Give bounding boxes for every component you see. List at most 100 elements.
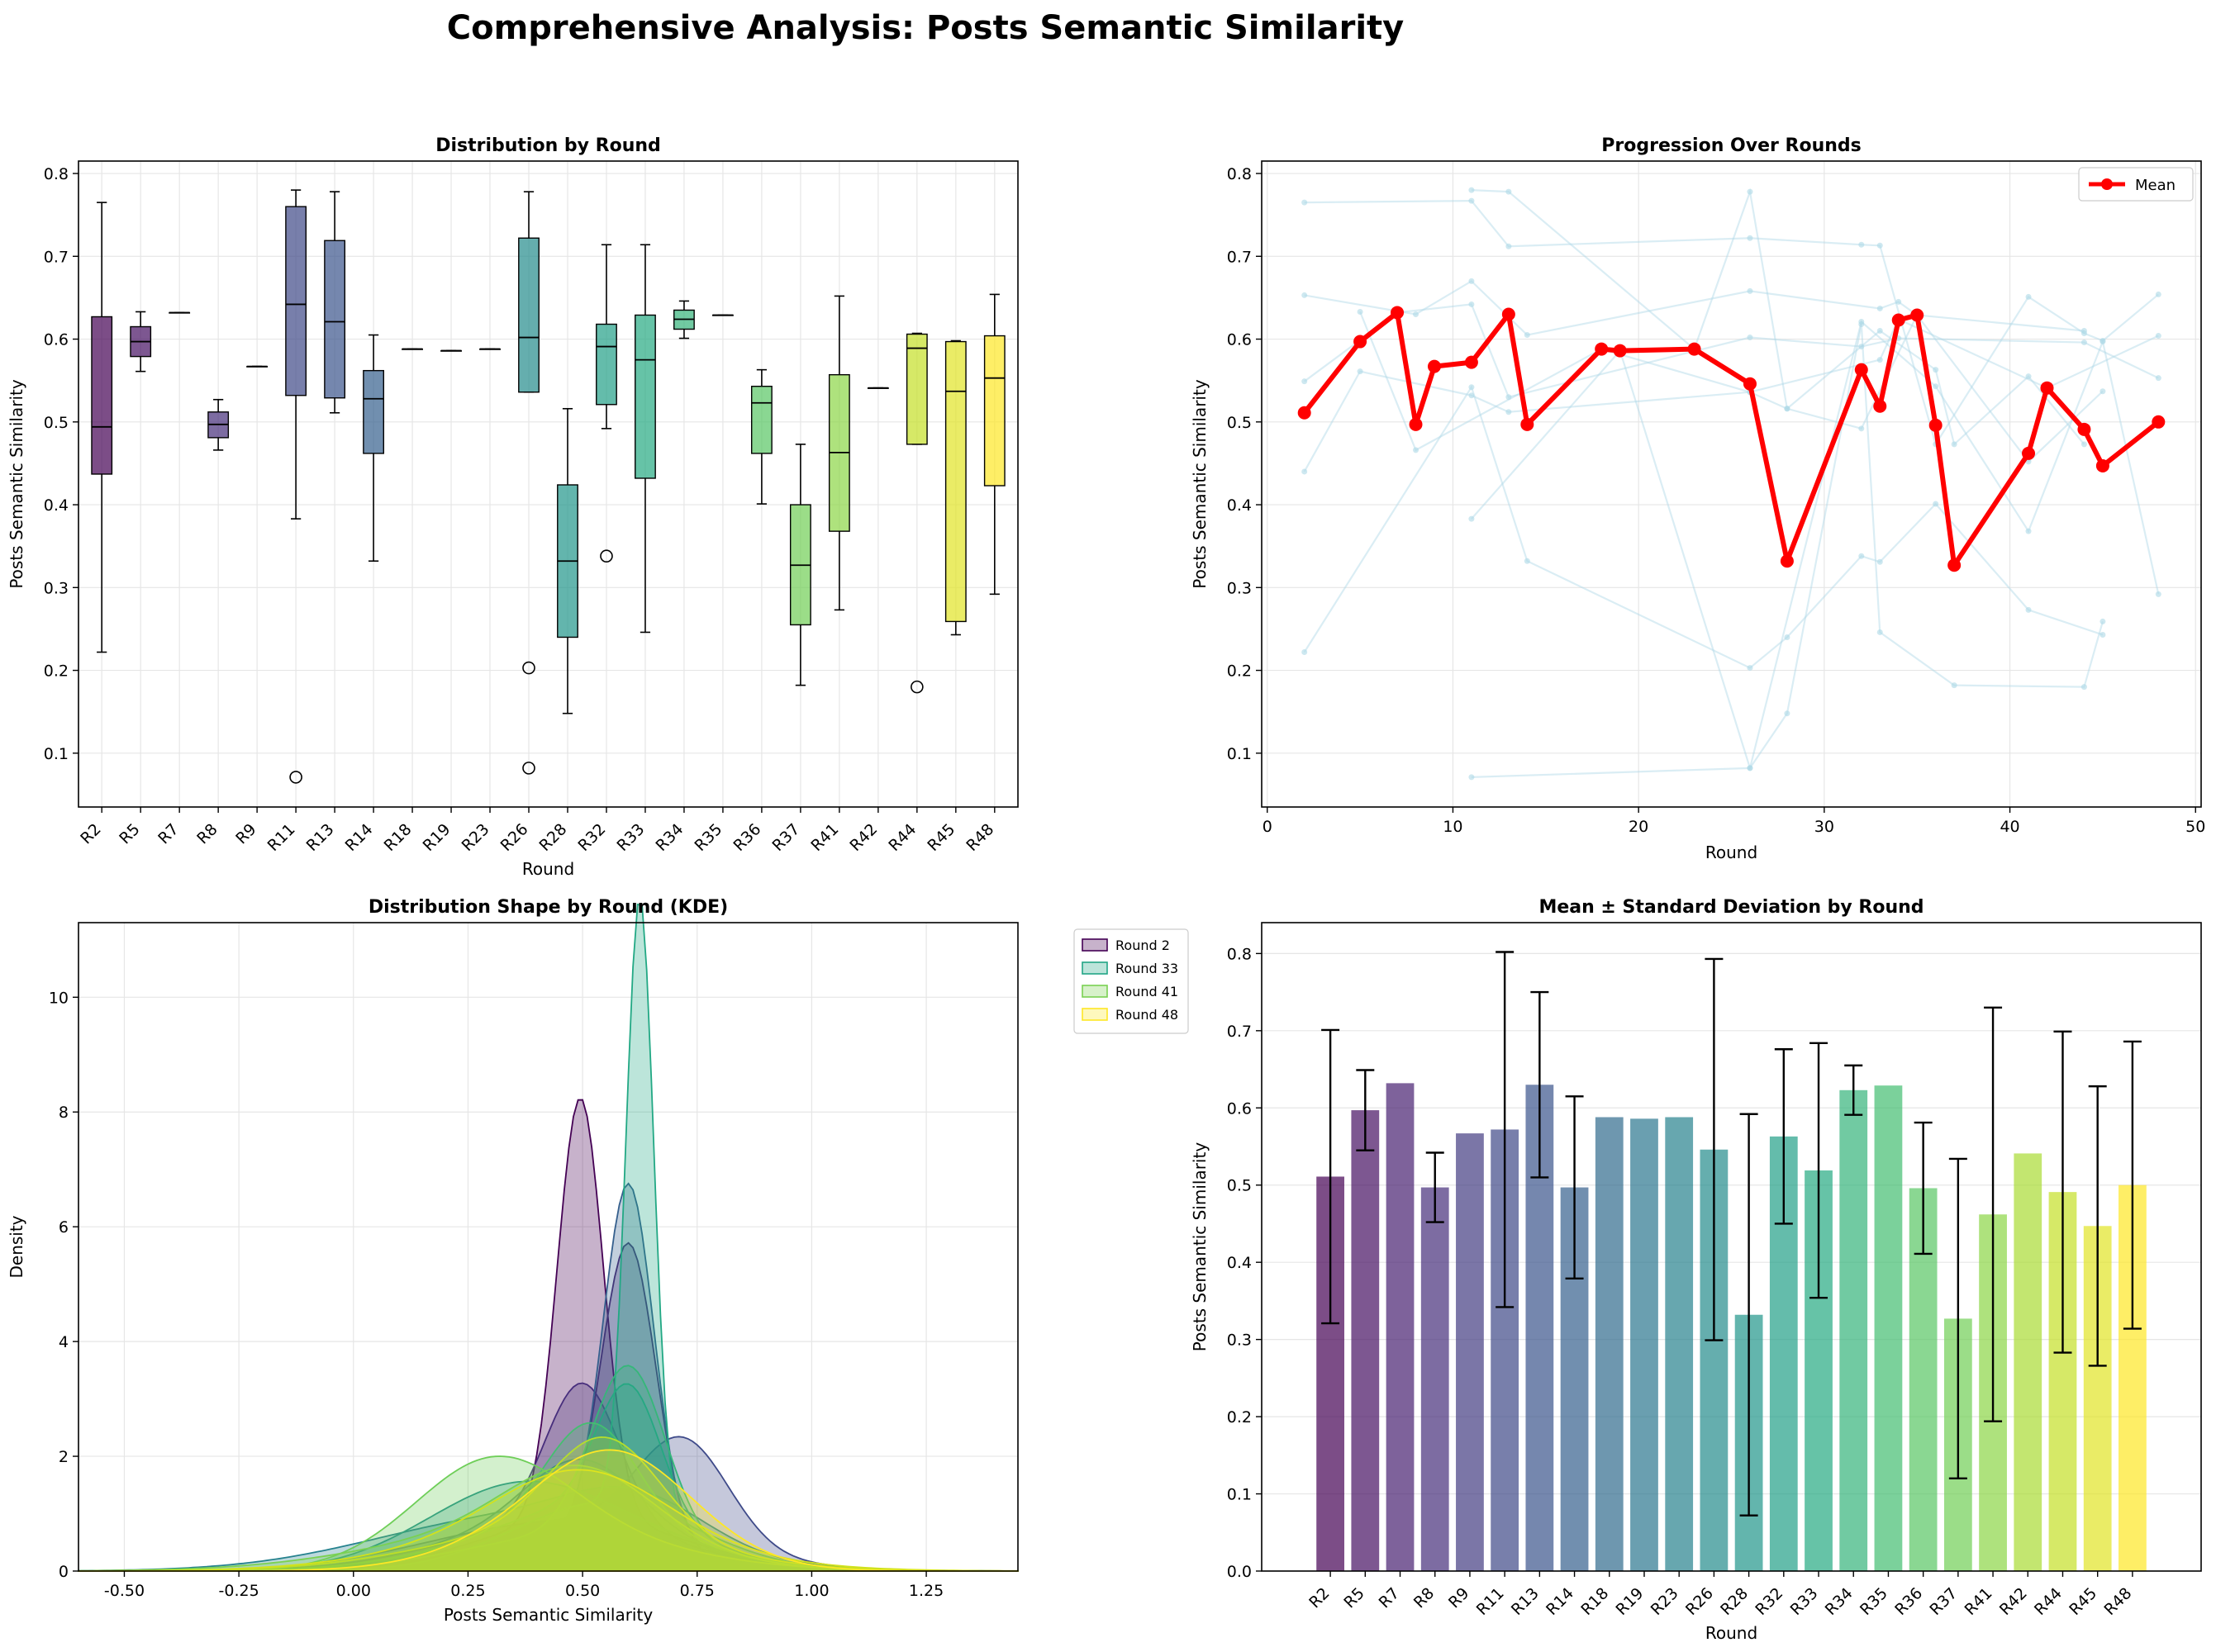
mean-bar <box>1665 1117 1694 1571</box>
individual-point <box>1468 774 1475 781</box>
individual-line <box>1304 279 2085 336</box>
individual-point <box>1933 501 1939 507</box>
boxplot-xtick-label: R41 <box>807 820 842 855</box>
box-outlier <box>600 549 613 563</box>
individual-line <box>1304 303 2159 399</box>
mean-std-xtick-label: R26 <box>1682 1584 1717 1619</box>
kde-ticks: 0 2 4 6 8 10 -0.50 -0.25 0.00 0.25 0.50 0.75 1.00 1.2… <box>49 989 944 1600</box>
progression-xtick-label: 20 <box>1629 818 1648 836</box>
mean-point <box>1391 306 1405 320</box>
individual-point <box>1413 311 1419 317</box>
individual-point <box>2080 339 2087 346</box>
boxplot-xtick-label: R32 <box>575 820 610 855</box>
individual-point <box>1505 188 1512 195</box>
mean-point <box>1409 417 1423 431</box>
box-rect <box>91 316 113 475</box>
mean-bar <box>1386 1083 1415 1571</box>
boxplot-boxes <box>91 189 1006 784</box>
boxplot-xtick-label: R45 <box>924 820 958 855</box>
mean-point <box>1687 342 1701 356</box>
boxplot-ytick-label: 0.1 <box>44 745 69 763</box>
individual-point <box>1876 357 1883 363</box>
box-outlier <box>522 661 535 675</box>
individual-point <box>1505 394 1512 401</box>
boxplot-xtick-label: R19 <box>420 820 454 855</box>
box-outlier <box>289 771 302 784</box>
individual-point <box>1858 425 1865 432</box>
individual-point <box>1468 187 1475 193</box>
individual-point <box>1876 305 1883 311</box>
mean-std-ytick-label: 0.0 <box>1227 1563 1252 1581</box>
individual-point <box>2099 618 2106 624</box>
individual-line <box>1303 385 2104 669</box>
box-rect <box>983 335 1006 487</box>
individual-line <box>1304 200 2160 447</box>
mean-std-xtick-label: R14 <box>1543 1584 1577 1619</box>
mean-std-xtick-label: R33 <box>1787 1584 1822 1619</box>
boxplot-ytick-label: 0.6 <box>44 331 69 349</box>
progression-ytick-label: 0.5 <box>1227 414 1252 432</box>
mean-point <box>1501 307 1515 321</box>
mean-bar <box>1630 1118 1658 1571</box>
individual-point <box>1505 243 1512 249</box>
kde-xtick-label: -0.25 <box>219 1582 259 1600</box>
kde-legend-label: Round 48 <box>1115 1007 1178 1023</box>
mean-bar <box>2014 1153 2042 1571</box>
progression-ytick-label: 0.4 <box>1227 496 1252 515</box>
mean-point <box>1595 342 1609 356</box>
boxplot-title: Distribution by Round <box>435 135 661 156</box>
box-rect <box>518 237 540 393</box>
box-rect <box>596 323 617 406</box>
individual-point <box>1933 383 1939 390</box>
progression-ticks: 0.1 0.2 0.3 0.4 0.5 0.6 0.7 0.8 0 10 20 30 40 50 <box>1227 165 2206 836</box>
individual-point <box>1876 629 1883 635</box>
mean-std-title: Mean ± Standard Deviation by Round <box>1538 897 1924 918</box>
mean-bar <box>1420 1187 1449 1571</box>
progression-ytick-label: 0.1 <box>1227 745 1252 763</box>
boxplot-xtick-label: R5 <box>116 820 143 847</box>
individual-point <box>1933 367 1939 373</box>
individual-point <box>1468 301 1475 307</box>
boxplot-xtick-label: R42 <box>846 820 881 855</box>
progression-panel: 0.1 0.2 0.3 0.4 0.5 0.6 0.7 0.8 0 10 20 30 40 50 Prog… <box>1190 135 2205 862</box>
boxplot-xtick-label: R36 <box>730 820 764 855</box>
mean-std-xtick-label: R41 <box>1962 1584 1996 1619</box>
individual-point <box>1858 318 1865 325</box>
individual-line <box>1471 188 2104 463</box>
individual-point <box>1468 278 1475 284</box>
boxplot-xtick-label: R28 <box>536 820 571 855</box>
mean-std-xtick-label: R18 <box>1577 1584 1612 1619</box>
kde-ytick-label: 2 <box>59 1448 69 1466</box>
mean-point <box>2095 458 2109 472</box>
figure-title: Comprehensive Analysis: Posts Semantic S… <box>447 9 1404 47</box>
mean-bar <box>1595 1117 1624 1571</box>
boxplot-xtick-label: R34 <box>652 820 687 855</box>
kde-xtick-label: 0.00 <box>336 1582 371 1600</box>
mean-std-xlabel: Round <box>1705 1623 1757 1643</box>
individual-point <box>1784 634 1790 640</box>
individual-point <box>1951 441 1957 448</box>
progression-axes-frame <box>1261 160 2202 808</box>
mean-std-xtick-label: R28 <box>1717 1584 1752 1619</box>
individual-point <box>2099 631 2106 638</box>
kde-legend-swatch <box>1082 961 1108 975</box>
individual-point <box>2025 373 2032 380</box>
kde-ytick-label: 6 <box>59 1218 69 1237</box>
boxplot-ytick-label: 0.8 <box>44 165 69 183</box>
mean-std-ytick-label: 0.3 <box>1227 1332 1252 1350</box>
individual-point <box>1468 384 1475 391</box>
mean-std-bars <box>1316 951 2147 1571</box>
mean-bar <box>1874 1085 1903 1571</box>
mean-std-xtick-label: R7 <box>1376 1584 1403 1612</box>
individual-point <box>1747 188 1753 195</box>
mean-std-xtick-label: R36 <box>1891 1584 1926 1619</box>
mean-point <box>1928 418 1943 432</box>
progression-xlabel: Round <box>1705 843 1757 862</box>
progression-legend-label: Mean <box>2135 177 2176 194</box>
boxplot-xtick-label: R44 <box>885 820 920 855</box>
box-rect <box>363 369 384 454</box>
kde-xtick-label: 0.25 <box>450 1582 485 1600</box>
mean-std-panel: 0.0 0.1 0.2 0.3 0.4 0.5 0.6 0.7 0.8 R2 R5 R7 R8 R9 R11… <box>1190 897 2202 1643</box>
kde-legend: Round 2 Round 33 Round 41 Round 48 <box>1073 928 1189 1034</box>
